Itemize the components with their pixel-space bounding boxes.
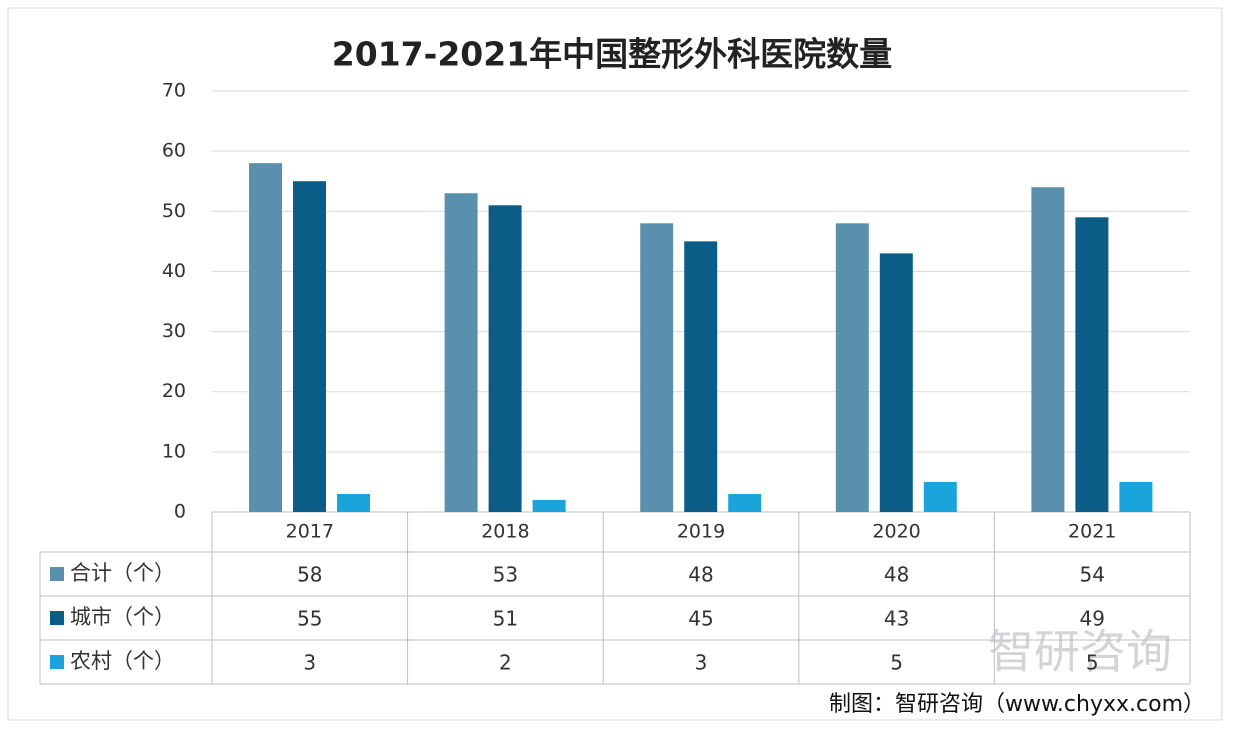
bar (293, 181, 326, 512)
chart-frame (7, 7, 1223, 721)
x-tick-label: 2017 (286, 521, 334, 543)
bar (1031, 187, 1065, 512)
x-tick-label: 2020 (872, 521, 920, 543)
legend-swatch (50, 611, 64, 625)
bar (444, 193, 478, 512)
legend-label: 农村（个） (70, 649, 175, 673)
table-value: 58 (297, 563, 322, 587)
table-value: 51 (493, 607, 518, 631)
table-value: 54 (1079, 563, 1104, 587)
table-value: 53 (493, 563, 518, 587)
bar (923, 481, 957, 512)
table-value: 5 (890, 651, 903, 675)
y-tick-label: 60 (162, 140, 186, 162)
y-tick-label: 0 (174, 501, 186, 523)
x-tick-label: 2018 (481, 521, 529, 543)
y-tick-label: 30 (162, 320, 186, 342)
table-value: 45 (688, 607, 713, 631)
table-value: 5 (1086, 651, 1099, 675)
table-value: 48 (688, 563, 713, 587)
legend-label: 城市（个） (70, 605, 175, 629)
table-value: 43 (884, 607, 909, 631)
bar (488, 205, 522, 512)
y-tick-label: 50 (162, 200, 186, 222)
chart-title: 2017-2021年中国整形外科医院数量 (332, 35, 892, 74)
bar (1075, 217, 1109, 513)
bar (684, 241, 718, 512)
table-value: 3 (303, 651, 316, 675)
x-tick-label: 2019 (677, 521, 725, 543)
bar (1119, 481, 1153, 512)
table-value: 48 (884, 563, 909, 587)
legend-label: 合计（个） (70, 561, 175, 585)
y-tick-label: 70 (162, 80, 186, 102)
table-value: 2 (499, 651, 512, 675)
bar (728, 493, 762, 512)
bar (879, 253, 913, 512)
y-tick-label: 20 (162, 380, 186, 402)
bar (640, 223, 674, 513)
y-tick-label: 10 (162, 440, 186, 462)
bar (337, 493, 370, 512)
y-tick-label: 40 (162, 260, 186, 282)
bar (835, 223, 869, 513)
table-value: 3 (695, 651, 708, 675)
source-note: 制图：智研咨询（www.chyxx.com） (829, 692, 1205, 717)
table-value: 49 (1079, 607, 1104, 631)
x-tick-label: 2021 (1068, 521, 1116, 543)
bar (249, 163, 282, 512)
legend-swatch (50, 567, 64, 581)
bar (532, 499, 566, 512)
watermark: 智研咨询 (988, 625, 1172, 679)
table-value: 55 (297, 607, 322, 631)
legend-swatch (50, 655, 64, 669)
